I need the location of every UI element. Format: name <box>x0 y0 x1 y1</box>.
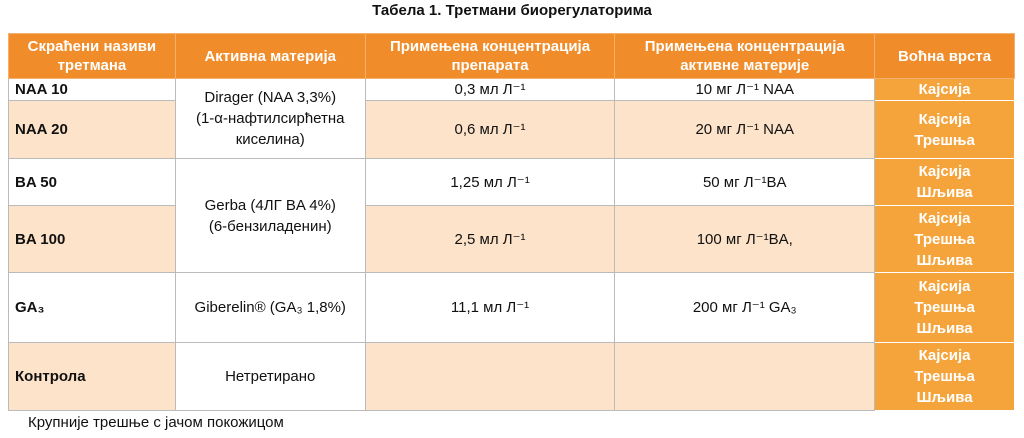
cell-line: Нетретирано <box>225 368 316 385</box>
table-row: NAA 10 Dirager (NAA 3,3%) (1-α-нафтилсирће… <box>8 78 1015 159</box>
cell-line: Шљива <box>916 184 973 201</box>
cell-line: Giberelin® (GA₃ 1,8%) <box>194 299 346 316</box>
treatment-cell: GA₃ <box>8 272 176 343</box>
preparation-cell: 1,25 мл Л⁻¹ <box>364 158 616 206</box>
substance-cell: Dirager (NAA 3,3%) (1-α-нафтилсирћетна кис… <box>174 78 366 159</box>
treatment-cell: BA 100 <box>8 205 176 273</box>
cell-line: Dirager (NAA 3,3%) <box>204 89 337 106</box>
footnote: Крупније трешње с јачом покожицом <box>28 414 284 431</box>
cell-line: Трешња <box>914 230 975 248</box>
cell-line: Gerba (4ЛГ BA 4%) <box>204 196 336 214</box>
table-row: Контрола Нетретирано Кајсија Трешња Шљива <box>8 342 1015 411</box>
active-cell: 10 мг Л⁻¹ NAA <box>614 78 876 101</box>
header-cell: Примењена концентрација препарата <box>364 33 616 79</box>
cell-line: Трешња <box>914 368 975 385</box>
treatment-cell: NAA 20 <box>8 100 176 159</box>
treatment-cell: Контрола <box>8 342 176 411</box>
substance-cell: Giberelin® (GA₃ 1,8%) <box>174 272 366 343</box>
header-cell: Скраћени називи третмана <box>8 33 176 79</box>
preparation-cell: 2,5 мл Л⁻¹ <box>364 205 616 273</box>
cell-line: Кајсија <box>918 347 971 364</box>
fruit-cell: Кајсија Трешња <box>874 100 1015 159</box>
cell-line: Кајсија <box>918 110 971 128</box>
cell-line: Кајсија <box>918 209 971 227</box>
table-row: GA₃ Giberelin® (GA₃ 1,8%) 11,1 мл Л⁻¹ 200 м… <box>8 272 1015 343</box>
fruit-cell: Кајсија <box>874 78 1015 101</box>
cell-line: киселина) <box>235 131 305 148</box>
substance-cell: Gerba (4ЛГ BA 4%) (6-бензиладенин) <box>174 158 366 273</box>
table-row: BA 100 2,5 мл Л⁻¹ 100 мг Л⁻¹BA, Кајсија Треш… <box>8 205 1015 273</box>
active-cell <box>614 342 876 411</box>
table-row: NAA 20 0,6 мл Л⁻¹ 20 мг Л⁻¹ NAA Кајсија Треш… <box>8 100 1015 159</box>
cell-line: Кајсија <box>918 278 971 295</box>
cell-line: Кајсија <box>918 163 971 180</box>
header-cell: Активна материја <box>174 33 366 79</box>
treatment-cell: BA 50 <box>8 158 176 206</box>
active-cell: 100 мг Л⁻¹BA, <box>614 205 876 273</box>
fruit-cell: Кајсија Трешња Шљива <box>874 205 1015 273</box>
fruit-cell: Кајсија Шљива <box>874 158 1015 206</box>
preparation-cell: 0,6 мл Л⁻¹ <box>364 100 616 159</box>
cell-line: (1-α-нафтилсирћетна <box>195 110 345 127</box>
cell-line: Трешња <box>914 299 975 316</box>
header-cell: Примењена концентрација активне материје <box>614 33 876 79</box>
cell-line: (6-бензиладенин) <box>208 217 332 235</box>
table-row: BA 50 Gerba (4ЛГ BA 4%) (6-бензиладенин) 1,… <box>8 158 1015 273</box>
substance-cell: Нетретирано <box>174 342 366 411</box>
treatment-table: Скраћени називи третмана Активна материја… <box>8 33 1015 411</box>
cell-line: Кајсија <box>918 81 971 98</box>
cell-line: Шљива <box>916 389 973 406</box>
active-cell: 20 мг Л⁻¹ NAA <box>614 100 876 159</box>
header-row: Скраћени називи третмана Активна материја… <box>8 33 1015 79</box>
preparation-cell: 0,3 мл Л⁻¹ <box>364 78 616 101</box>
treatment-cell: NAA 10 <box>8 78 176 101</box>
preparation-cell: 11,1 мл Л⁻¹ <box>364 272 616 343</box>
table-title: Табела 1. Третмани биорегулаторима <box>372 2 652 19</box>
fruit-cell: Кајсија Трешња Шљива <box>874 342 1015 411</box>
cell-line: Шљива <box>916 251 973 269</box>
active-cell: 200 мг Л⁻¹ GA₃ <box>614 272 876 343</box>
fruit-cell: Кајсија Трешња Шљива <box>874 272 1015 343</box>
cell-line: Шљива <box>916 320 973 337</box>
header-cell: Воћна врста <box>874 33 1015 79</box>
active-cell: 50 мг Л⁻¹BA <box>614 158 876 206</box>
preparation-cell <box>364 342 616 411</box>
cell-line: Трешња <box>914 131 975 149</box>
